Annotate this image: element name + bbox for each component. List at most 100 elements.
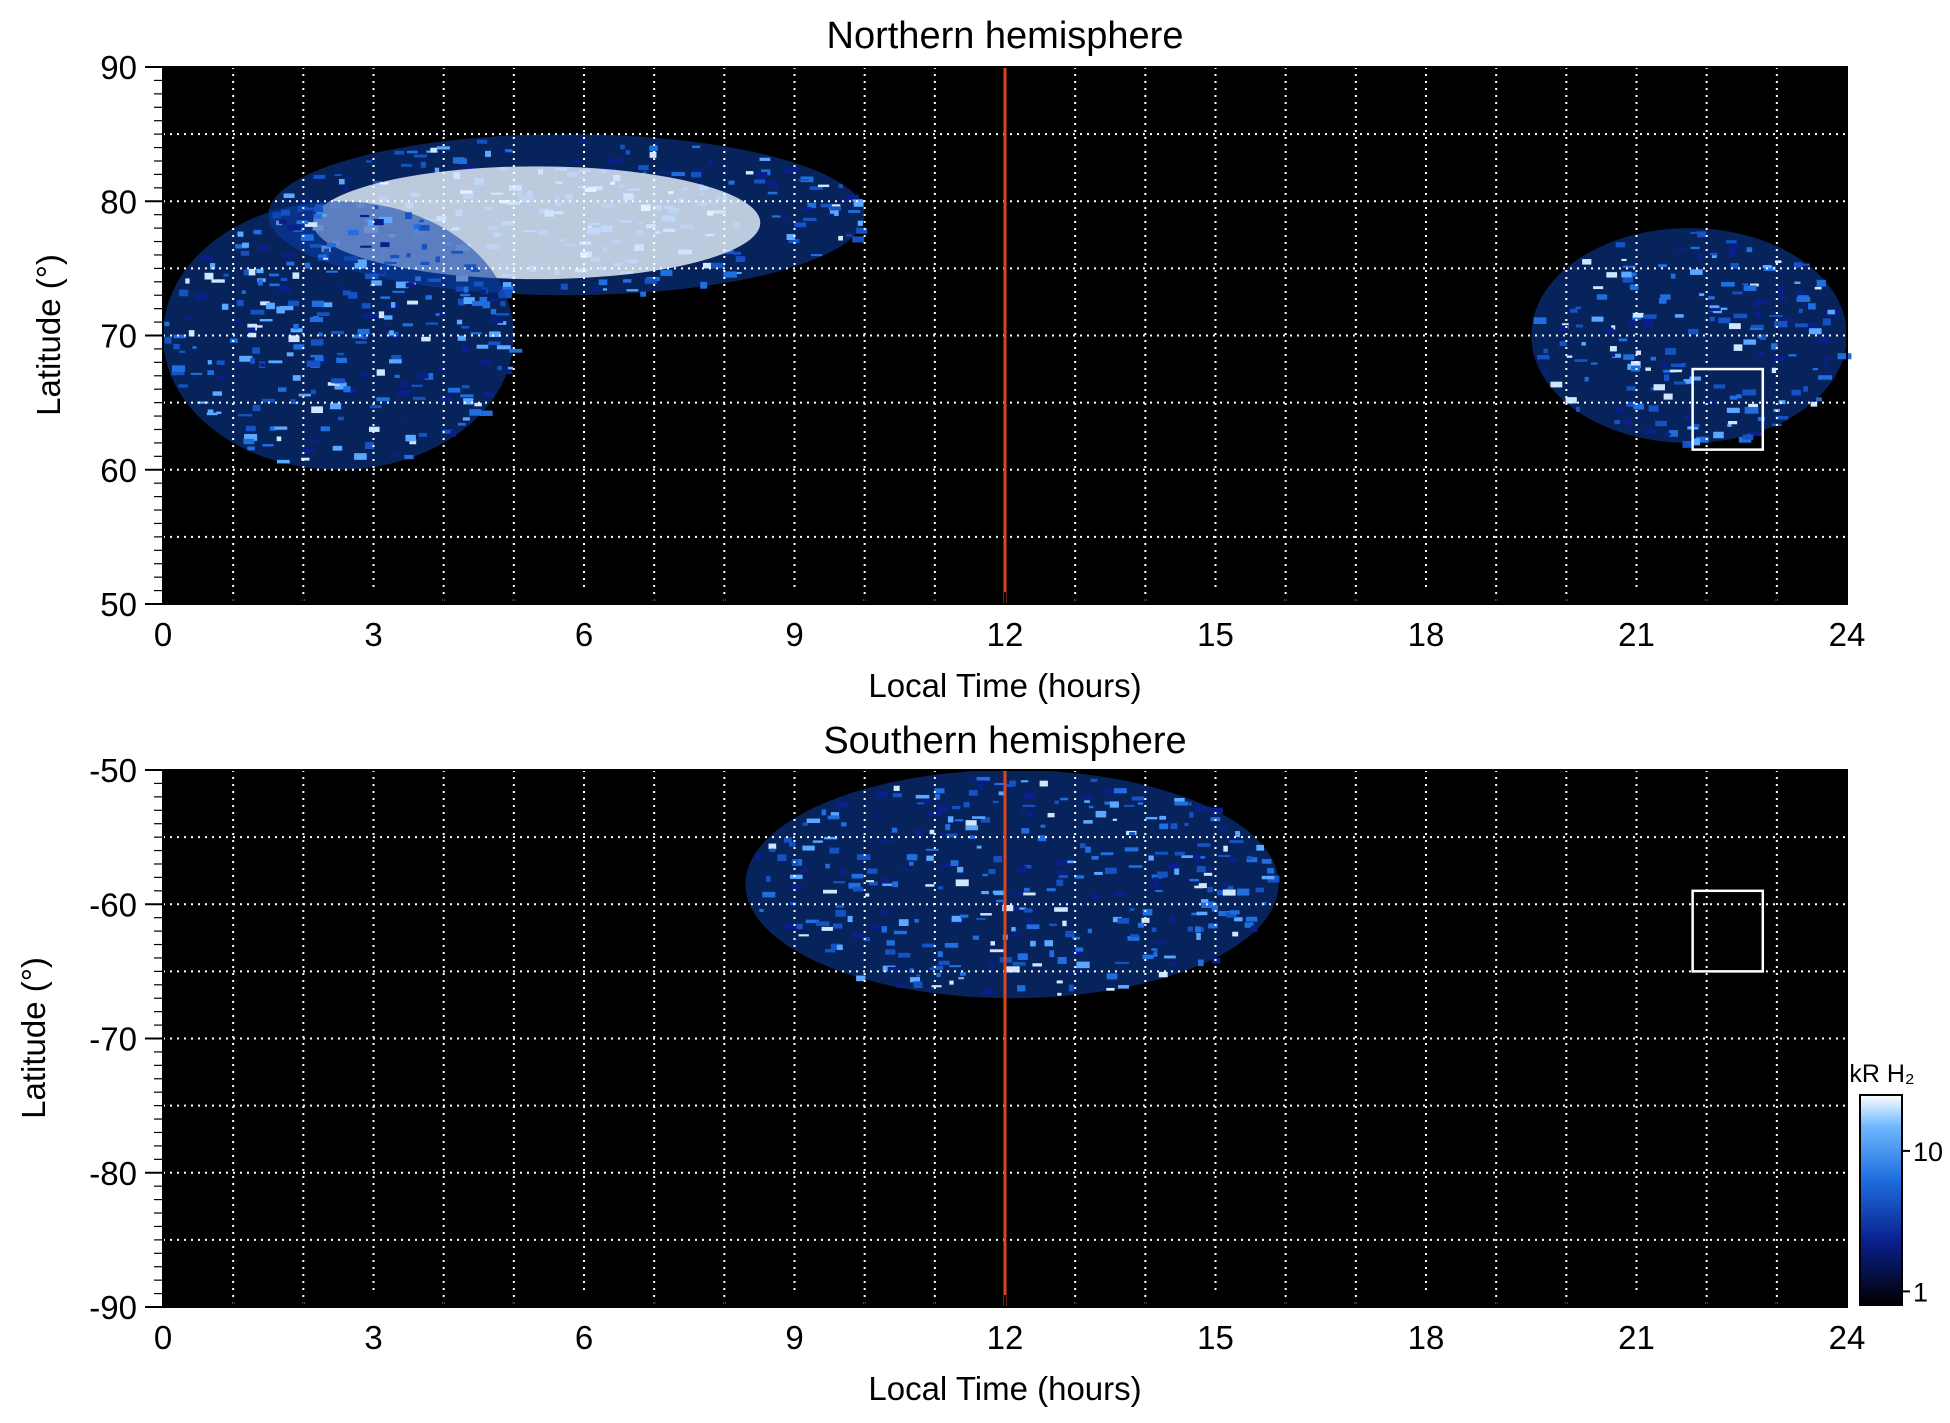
emission-cell [976, 776, 990, 781]
emission-cell [977, 779, 991, 783]
emission-cell [1189, 878, 1200, 882]
emission-cell [1627, 363, 1634, 370]
emission-cell [865, 893, 870, 897]
emission-cell [1201, 901, 1216, 908]
emission-cell [497, 150, 506, 154]
emission-cell [1208, 923, 1218, 929]
emission-cell [407, 300, 419, 305]
emission-cell [998, 791, 1006, 796]
emission-cell [1056, 980, 1063, 984]
emission-cell [287, 224, 302, 231]
emission-cell [1076, 961, 1090, 969]
emission-cell [1653, 384, 1665, 391]
emission-cell [1746, 247, 1753, 253]
emission-cell [856, 227, 868, 234]
emission-cell [1812, 368, 1818, 371]
emission-cell [1189, 812, 1194, 818]
emission-cell [374, 205, 379, 210]
emission-cell [1255, 887, 1265, 893]
emission-cell [802, 822, 808, 826]
emission-cell [1670, 273, 1676, 279]
emission-cell [1750, 283, 1759, 287]
emission-cell [457, 335, 466, 341]
emission-cell [901, 867, 908, 871]
emission-cell [1026, 924, 1040, 930]
emission-cell [1777, 286, 1784, 293]
emission-cell [965, 820, 977, 827]
emission-cell [336, 352, 344, 356]
emission-cell [1229, 840, 1244, 844]
emission-cell [413, 224, 420, 230]
emission-cell [390, 302, 396, 308]
emission-cell [240, 250, 250, 256]
emission-cell [312, 315, 319, 319]
y-tick-label: -90 [89, 1289, 137, 1326]
emission-cell [1759, 334, 1767, 341]
emission-cell [1810, 401, 1818, 407]
emission-cell [365, 442, 375, 450]
emission-cell [723, 271, 737, 278]
emission-cell [1726, 407, 1740, 413]
north-title: Northern hemisphere [827, 15, 1184, 57]
emission-cell [331, 330, 344, 335]
emission-cell [1112, 818, 1118, 821]
emission-cell [754, 179, 766, 184]
emission-cell [952, 805, 961, 810]
emission-cell [1170, 823, 1178, 830]
emission-cell [1584, 376, 1589, 382]
emission-cell [496, 345, 511, 350]
emission-cell [313, 213, 323, 219]
emission-cell [418, 433, 428, 437]
emission-cell [794, 222, 807, 228]
emission-cell [691, 172, 702, 178]
emission-cell [745, 171, 754, 175]
emission-cell [470, 332, 482, 335]
emission-cell [830, 210, 839, 216]
emission-cell [937, 886, 944, 890]
x-tick-label: 21 [1618, 616, 1655, 653]
emission-cell [300, 448, 314, 454]
emission-cell [1688, 330, 1696, 334]
emission-cell [194, 294, 209, 300]
emission-cell [1237, 888, 1250, 896]
emission-cell [1793, 262, 1803, 268]
emission-cell [1590, 362, 1598, 365]
emission-cell [1191, 912, 1201, 916]
x-tick-label: 18 [1408, 616, 1445, 653]
emission-cell [1142, 954, 1154, 960]
emission-cell [406, 253, 411, 258]
emission-cell [1670, 363, 1684, 368]
emission-cell [980, 913, 992, 916]
emission-cell [1200, 856, 1206, 859]
emission-cell [1091, 893, 1100, 900]
x-tick-label: 3 [364, 616, 382, 653]
emission-cell [1753, 302, 1760, 307]
colorbar-ticks: 10 1 [1902, 1137, 1943, 1307]
emission-cell [479, 296, 488, 303]
emission-cell [976, 845, 982, 849]
emission-cell [1197, 843, 1211, 847]
emission-cell [968, 790, 978, 796]
north-panel: 0 3 6 9 12 15 18 21 24 50 60 70 80 90 Northern hemisp… [30, 15, 1865, 704]
emission-cell [334, 174, 342, 177]
emission-cell [1632, 316, 1642, 320]
emission-cell [1129, 908, 1135, 911]
emission-cell [1605, 327, 1614, 335]
emission-cell [1037, 835, 1047, 842]
emission-cell [1771, 355, 1786, 362]
emission-cell [847, 194, 859, 200]
emission-cell [1537, 354, 1550, 360]
emission-cell [376, 397, 390, 402]
emission-cell [852, 886, 863, 892]
emission-cell [1056, 859, 1070, 866]
emission-cell [1261, 875, 1275, 880]
emission-cell [311, 300, 324, 307]
emission-cell [1142, 908, 1153, 916]
emission-cell [856, 854, 871, 861]
emission-cell [1771, 367, 1777, 374]
emission-cell [380, 296, 391, 299]
emission-cell [490, 298, 500, 302]
emission-cell [1788, 354, 1797, 357]
emission-cell [798, 934, 809, 937]
emission-cell [770, 181, 779, 188]
